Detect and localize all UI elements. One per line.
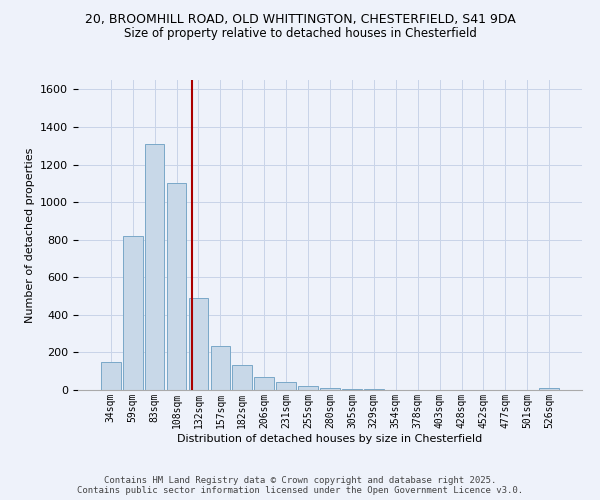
Text: 20, BROOMHILL ROAD, OLD WHITTINGTON, CHESTERFIELD, S41 9DA: 20, BROOMHILL ROAD, OLD WHITTINGTON, CHE…	[85, 12, 515, 26]
Bar	[232, 364, 252, 390]
Bar	[276, 382, 296, 390]
Bar	[188, 298, 208, 390]
Bar	[320, 388, 340, 390]
X-axis label: Distribution of detached houses by size in Chesterfield: Distribution of detached houses by size …	[178, 434, 482, 444]
Bar	[254, 377, 274, 390]
Y-axis label: Number of detached properties: Number of detached properties	[25, 148, 35, 322]
Bar	[211, 346, 230, 390]
Bar	[539, 388, 559, 390]
Bar	[167, 184, 187, 390]
Bar	[123, 236, 143, 390]
Text: Contains HM Land Registry data © Crown copyright and database right 2025.
Contai: Contains HM Land Registry data © Crown c…	[77, 476, 523, 495]
Bar	[145, 144, 164, 390]
Bar	[101, 362, 121, 390]
Bar	[298, 386, 318, 390]
Bar	[342, 389, 362, 390]
Text: Size of property relative to detached houses in Chesterfield: Size of property relative to detached ho…	[124, 28, 476, 40]
